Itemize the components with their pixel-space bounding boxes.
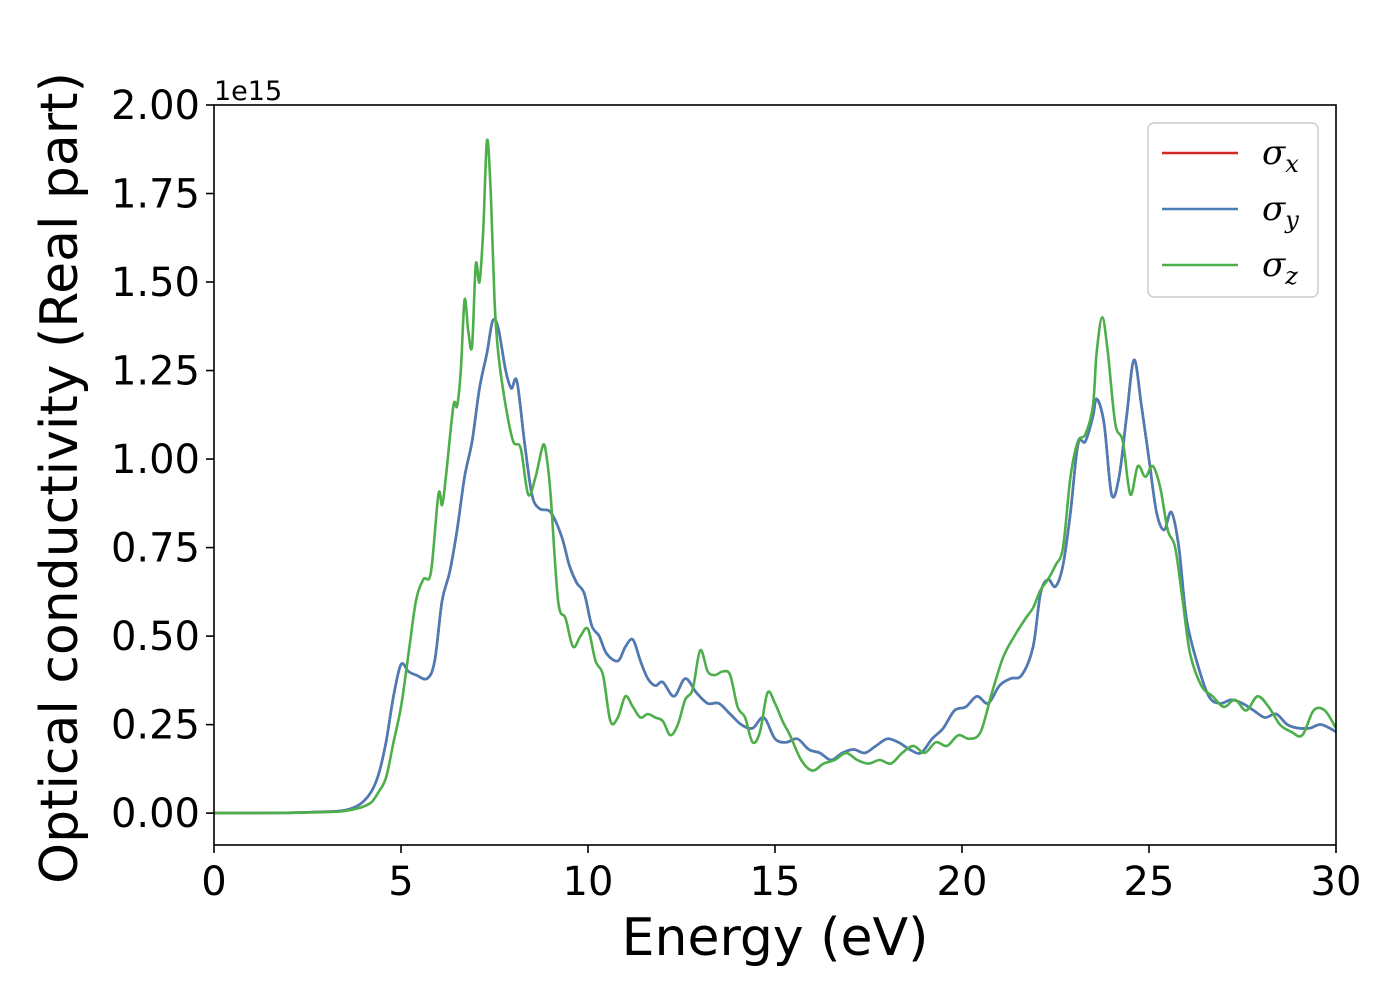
y-tick-label: 0.50: [111, 614, 200, 660]
x-tick-label: 25: [1124, 859, 1175, 905]
legend-symbol: σ: [1262, 133, 1286, 173]
x-axis-ticks: 0 5 10 15 20 25 30: [201, 845, 1361, 905]
x-tick-label: 20: [937, 859, 988, 905]
y-tick-label: 1.25: [111, 349, 200, 395]
x-tick-label: 0: [201, 859, 226, 905]
legend-label-z: σz: [1262, 245, 1298, 290]
y-axis-ticks: 0.00 0.25 0.50 0.75 1.00 1.25 1.50 1.75 2.00: [111, 83, 214, 837]
y-tick-label: 0.00: [111, 791, 200, 837]
series-layer: [213, 138, 1338, 815]
y-tick-label: 1.00: [111, 437, 200, 483]
y-tick-label: 1.75: [111, 172, 200, 218]
x-tick-label: 30: [1311, 859, 1362, 905]
series-line-z: [213, 138, 1338, 815]
legend-symbol: σ: [1262, 245, 1286, 285]
legend-label-y: σy: [1262, 189, 1299, 234]
y-axis-offset-label: 1e15: [214, 76, 282, 107]
series-line-y: [213, 317, 1337, 815]
y-tick-label: 1.50: [111, 260, 200, 306]
y-axis-title: Optical conductivity (Real part): [30, 72, 90, 884]
legend-label-x: σx: [1262, 133, 1299, 178]
legend-subscript: y: [1284, 206, 1299, 234]
x-tick-label: 10: [563, 859, 614, 905]
x-axis-title: Energy (eV): [622, 908, 929, 968]
y-tick-label: 0.25: [111, 703, 200, 749]
legend-subscript: z: [1284, 262, 1298, 290]
y-tick-label: 2.00: [111, 83, 200, 129]
legend-symbol: σ: [1262, 189, 1286, 229]
legend-subscript: x: [1285, 150, 1299, 178]
y-tick-label: 0.75: [111, 526, 200, 572]
x-tick-label: 15: [750, 859, 801, 905]
x-tick-label: 5: [388, 859, 413, 905]
